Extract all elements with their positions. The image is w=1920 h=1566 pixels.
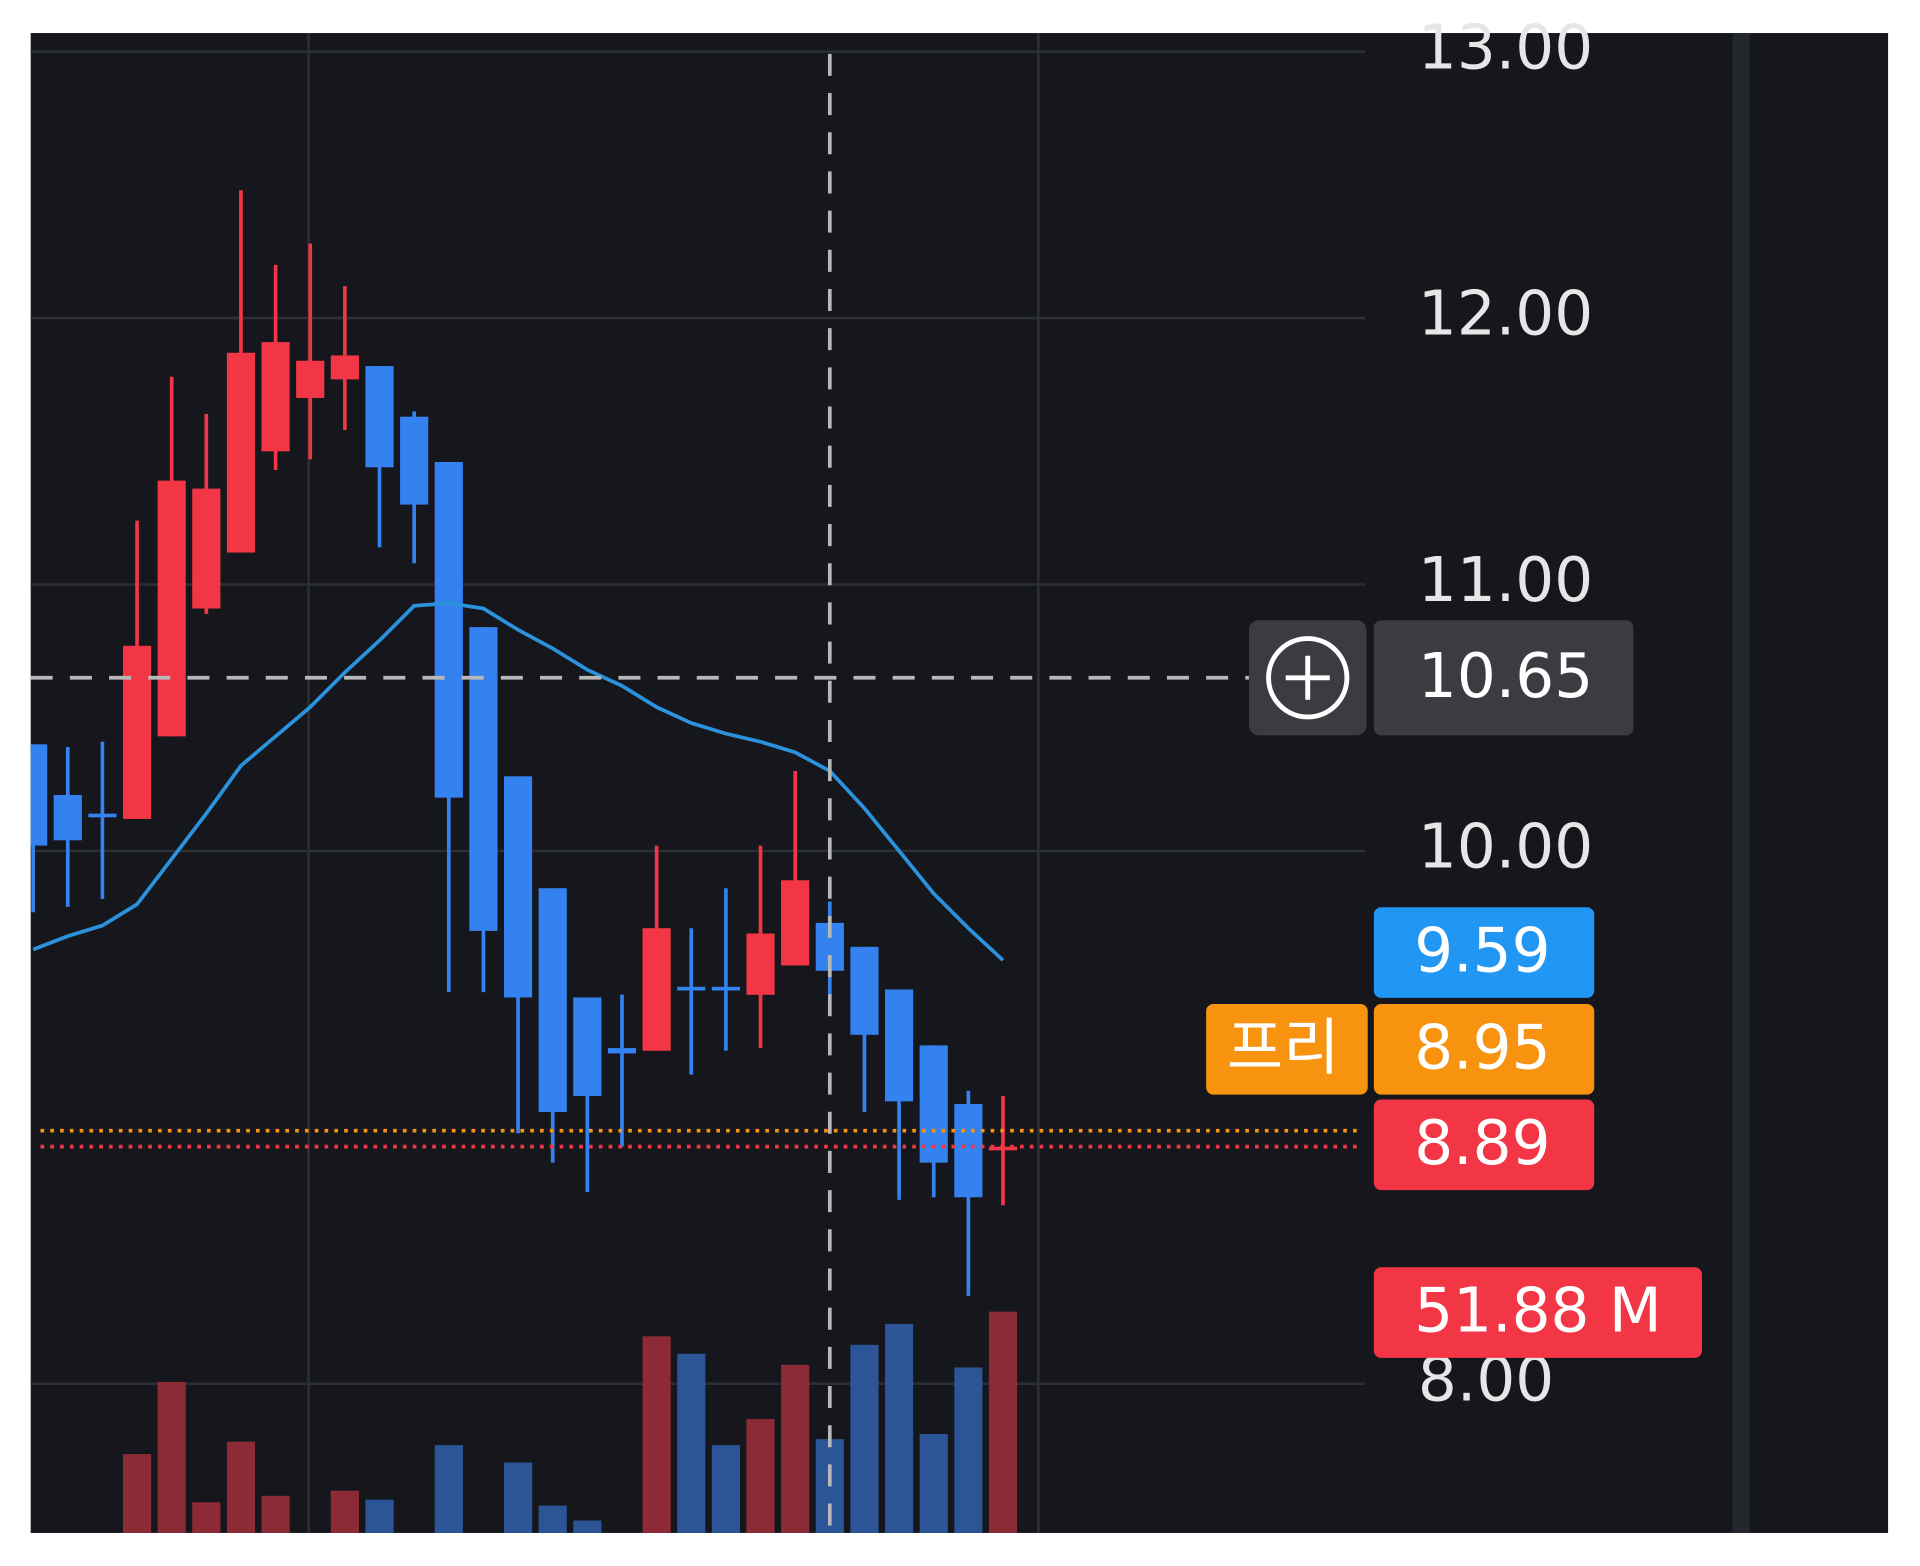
premarket-name-box	[1206, 1004, 1368, 1095]
volume-bar	[330, 1490, 359, 1533]
ma-price-box	[1373, 907, 1595, 998]
volume-bar	[642, 1336, 671, 1533]
candle-body	[850, 946, 879, 1035]
volume-bar	[677, 1353, 706, 1533]
y-tick-label: 10.00	[1418, 812, 1593, 883]
volume-bar	[503, 1462, 533, 1533]
volume-bar	[850, 1344, 879, 1533]
candle-body	[469, 627, 498, 931]
candle-body	[88, 813, 117, 818]
candle-body	[538, 888, 567, 1113]
volume-bar	[192, 1502, 221, 1533]
volume-bar	[746, 1419, 775, 1533]
ma-price-label: 9.59	[1414, 916, 1550, 987]
candle-body	[122, 645, 152, 819]
volume-bar	[954, 1367, 983, 1533]
premarket-price-label: 8.95	[1414, 1012, 1550, 1083]
candle-body	[434, 461, 463, 798]
premarket-price-box	[1373, 1004, 1595, 1095]
candles	[30, 190, 1018, 1296]
candle-body	[677, 986, 706, 991]
volume-bars	[122, 1311, 1018, 1533]
moving-average-line	[32, 601, 1005, 962]
candle-body	[226, 352, 256, 553]
candle-body	[400, 416, 429, 505]
candle-body	[192, 488, 221, 609]
candle-body	[885, 989, 914, 1102]
last-volume-box	[1373, 1267, 1702, 1358]
volume-bar	[261, 1495, 290, 1533]
candle-body	[30, 744, 48, 846]
volume-bar	[988, 1311, 1018, 1533]
candle-body	[573, 997, 602, 1097]
y-tick-label: 11.00	[1418, 545, 1593, 616]
candle-body	[746, 933, 775, 995]
crosshair-price-box	[1373, 620, 1634, 736]
candle-body	[503, 776, 533, 998]
candle-body	[954, 1104, 983, 1198]
volume-bar	[157, 1381, 186, 1533]
candle-body	[261, 342, 290, 452]
y-tick-label: 12.00	[1418, 279, 1593, 350]
volume-bar	[781, 1364, 810, 1533]
volume-bar	[226, 1441, 256, 1533]
crosshair-price-label: 10.65	[1418, 641, 1593, 712]
candle-body	[642, 928, 671, 1051]
volume-bar	[365, 1499, 394, 1533]
volume-bar	[919, 1433, 948, 1533]
last-price-box	[1373, 1099, 1595, 1191]
last-volume-label: 51.88 M	[1414, 1276, 1661, 1347]
candle-body	[365, 366, 394, 468]
candle-body	[711, 986, 740, 991]
crosshair-add-icon	[1266, 636, 1350, 720]
candle-body	[53, 794, 82, 841]
candle-body	[781, 880, 810, 966]
candle-body	[330, 355, 359, 380]
volume-bar	[573, 1520, 602, 1533]
y-tick-label: 13.00	[1418, 12, 1593, 83]
candle-body	[157, 480, 186, 737]
candle-body	[296, 360, 325, 399]
volume-bar	[434, 1445, 463, 1533]
volume-bar	[122, 1454, 152, 1533]
volume-bar	[711, 1445, 740, 1533]
candle-body	[919, 1045, 948, 1163]
volume-bar	[538, 1505, 567, 1533]
last-price-label: 8.89	[1414, 1108, 1550, 1179]
crosshair-add-plus	[1285, 655, 1330, 700]
volume-bar	[885, 1323, 914, 1533]
premarket-name-label: 프리	[1227, 1012, 1340, 1083]
overlay	[30, 53, 1360, 1533]
candle-body	[607, 1048, 637, 1054]
